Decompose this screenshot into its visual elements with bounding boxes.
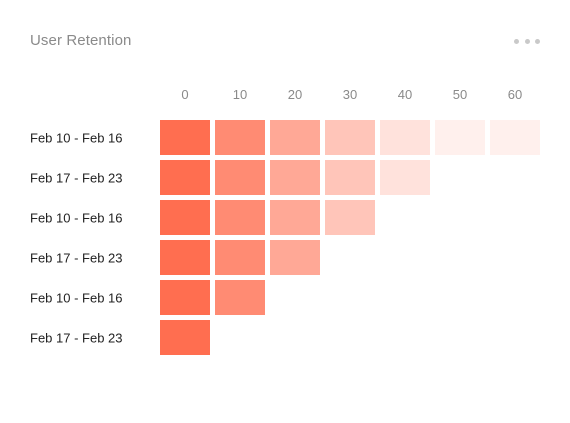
row-label: Feb 10 - Feb 16 (30, 131, 123, 146)
heatmap-cell[interactable] (160, 120, 210, 155)
heatmap-cell[interactable] (215, 160, 265, 195)
column-label: 20 (288, 87, 302, 102)
menu-dot (524, 38, 530, 44)
heatmap-cell[interactable] (160, 200, 210, 235)
heatmap-cell[interactable] (325, 200, 375, 235)
heatmap-cell[interactable] (325, 160, 375, 195)
heatmap-cell[interactable] (270, 240, 320, 275)
heatmap-cell[interactable] (215, 200, 265, 235)
row-label: Feb 10 - Feb 16 (30, 211, 123, 226)
column-label: 60 (508, 87, 522, 102)
row-label: Feb 10 - Feb 16 (30, 291, 123, 306)
heatmap-cell[interactable] (160, 280, 210, 315)
heatmap-cell[interactable] (380, 120, 430, 155)
more-horizontal-icon[interactable] (514, 34, 540, 48)
column-label: 50 (453, 87, 467, 102)
column-label: 10 (233, 87, 247, 102)
heatmap-cell[interactable] (160, 320, 210, 355)
heatmap-cell[interactable] (380, 160, 430, 195)
heatmap-cell[interactable] (160, 240, 210, 275)
column-label: 0 (181, 87, 188, 102)
row-label: Feb 17 - Feb 23 (30, 171, 123, 186)
menu-dot (535, 38, 540, 44)
row-label: Feb 17 - Feb 23 (30, 251, 123, 266)
heatmap-cell[interactable] (270, 200, 320, 235)
heatmap-cell[interactable] (490, 120, 540, 155)
menu-dot (514, 38, 519, 44)
column-label: 30 (343, 87, 357, 102)
heatmap-cell[interactable] (215, 120, 265, 155)
heatmap-cell[interactable] (325, 120, 375, 155)
heatmap-cell[interactable] (270, 120, 320, 155)
row-label: Feb 17 - Feb 23 (30, 331, 123, 346)
column-label: 40 (398, 87, 412, 102)
card-title: User Retention (30, 32, 132, 49)
heatmap-cell[interactable] (215, 240, 265, 275)
heatmap-cell[interactable] (435, 120, 485, 155)
heatmap-cell[interactable] (215, 280, 265, 315)
heatmap-cell[interactable] (270, 160, 320, 195)
heatmap-cell[interactable] (160, 160, 210, 195)
